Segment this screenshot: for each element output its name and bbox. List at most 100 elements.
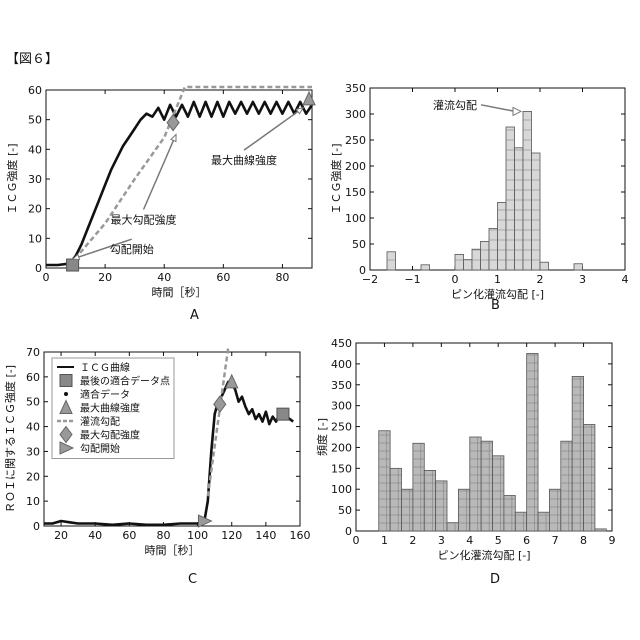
y-tick-label: 10 — [26, 495, 40, 508]
histogram-bar — [413, 443, 424, 531]
histogram-bar — [549, 489, 560, 531]
histogram-bar — [515, 148, 524, 270]
histogram-bar — [390, 468, 401, 531]
annotation-label: 勾配開始 — [110, 242, 154, 256]
histogram-bar — [489, 228, 498, 270]
x-tick-label: 7 — [552, 534, 559, 547]
y-tick-label: 250 — [345, 134, 366, 147]
x-tick-label: 4 — [622, 273, 629, 286]
y-tick-label: 0 — [345, 525, 352, 538]
histogram-bar — [464, 260, 473, 270]
x-tick-label: 2 — [409, 534, 416, 547]
legend-label: 最後の適合データ点 — [80, 375, 170, 388]
histogram-bar — [379, 431, 390, 531]
y-tick-label: 150 — [331, 462, 352, 475]
histogram-bar — [421, 265, 430, 270]
x-tick-label: 120 — [221, 529, 242, 542]
x-tick-label: 80 — [156, 529, 170, 542]
y-tick-label: 300 — [331, 400, 352, 413]
histogram-bar — [481, 441, 492, 531]
y-tick-label: 100 — [345, 212, 366, 225]
annotation-label: 最大勾配強度 — [111, 213, 177, 227]
x-axis-label: ピン化灌流勾配 [-] — [437, 548, 530, 562]
histogram-bar — [472, 249, 481, 270]
y-tick-label: 60 — [26, 371, 40, 384]
y-tick-label: 70 — [26, 346, 40, 359]
histogram-bar — [561, 441, 572, 531]
legend-label: 勾配開始 — [80, 442, 120, 455]
x-tick-label: 9 — [609, 534, 616, 547]
y-tick-label: 50 — [28, 114, 42, 127]
histogram-bar — [387, 252, 396, 270]
legend-label: 灌流勾配 — [80, 415, 120, 428]
marker-square — [277, 408, 289, 420]
histogram-bar — [481, 241, 490, 270]
x-tick-label: 0 — [353, 534, 360, 547]
x-tick-label: 1 — [494, 273, 501, 286]
x-tick-label: 40 — [88, 529, 102, 542]
y-tick-label: 10 — [28, 232, 42, 245]
x-tick-label: 3 — [438, 534, 445, 547]
histogram-bar — [532, 153, 541, 270]
histogram-bar — [572, 376, 583, 531]
y-tick-label: 200 — [331, 441, 352, 454]
y-tick-label: 20 — [28, 203, 42, 216]
histogram-bar — [402, 489, 413, 531]
x-tick-label: 60 — [122, 529, 136, 542]
legend-label: 最大勾配強度 — [80, 429, 140, 442]
histogram-bar — [458, 489, 469, 531]
y-axis-label: 頻度 [-] — [315, 418, 329, 456]
y-tick-label: 0 — [359, 264, 366, 277]
legend-label: 適合データ — [80, 388, 130, 401]
y-axis-label: ＩＣＧ強度 [-] — [329, 143, 343, 214]
x-tick-label: 160 — [290, 529, 311, 542]
y-tick-label: 30 — [28, 173, 42, 186]
y-tick-label: 350 — [345, 82, 366, 95]
x-tick-label: 6 — [523, 534, 530, 547]
y-tick-label: 450 — [331, 337, 352, 350]
legend-swatch-dot — [64, 392, 68, 396]
histogram-bar — [527, 353, 538, 531]
x-tick-label: 100 — [187, 529, 208, 542]
x-tick-label: 0 — [452, 273, 459, 286]
y-tick-label: 150 — [345, 186, 366, 199]
x-tick-label: 4 — [466, 534, 473, 547]
x-tick-label: 60 — [216, 271, 230, 284]
plot-frame — [46, 90, 312, 268]
histogram-bar — [504, 495, 515, 531]
histogram-bar — [455, 254, 464, 270]
y-tick-label: 50 — [26, 396, 40, 409]
x-tick-label: 140 — [255, 529, 276, 542]
annotation-label: 最大曲線強度 — [211, 153, 277, 167]
x-tick-label: 5 — [495, 534, 502, 547]
legend-swatch-square — [60, 375, 72, 387]
y-tick-label: 0 — [35, 262, 42, 275]
y-tick-label: 30 — [26, 445, 40, 458]
y-axis-label: ＲＯＩに関するＩＣＧ強度 [-] — [3, 365, 17, 513]
x-axis-label: 時間［秒］ — [145, 543, 200, 557]
histogram-bar — [523, 111, 532, 270]
y-tick-label: 350 — [331, 379, 352, 392]
y-tick-label: 300 — [345, 108, 366, 121]
histogram-bar — [574, 264, 583, 270]
annotation-label: 灌流勾配 — [433, 98, 477, 112]
y-tick-label: 100 — [331, 483, 352, 496]
x-tick-label: −1 — [404, 273, 420, 286]
y-tick-label: 50 — [352, 238, 366, 251]
x-tick-label: 80 — [275, 271, 289, 284]
y-tick-label: 250 — [331, 421, 352, 434]
x-axis-label: ピン化灌流勾配 [-] — [451, 287, 544, 301]
chart-d: 0123456789050100150200250300350400450ピン化… — [315, 337, 616, 562]
y-tick-label: 40 — [28, 143, 42, 156]
histogram-bar — [595, 529, 606, 531]
histogram-bar — [447, 523, 458, 531]
x-tick-label: 1 — [381, 534, 388, 547]
y-axis-label: ＩＣＧ強度 [-] — [5, 143, 19, 214]
x-tick-label: 8 — [580, 534, 587, 547]
y-tick-label: 40 — [26, 421, 40, 434]
y-tick-label: 0 — [33, 520, 40, 533]
y-tick-label: 60 — [28, 84, 42, 97]
x-axis-label: 時間［秒］ — [152, 285, 207, 299]
x-tick-label: 40 — [157, 271, 171, 284]
